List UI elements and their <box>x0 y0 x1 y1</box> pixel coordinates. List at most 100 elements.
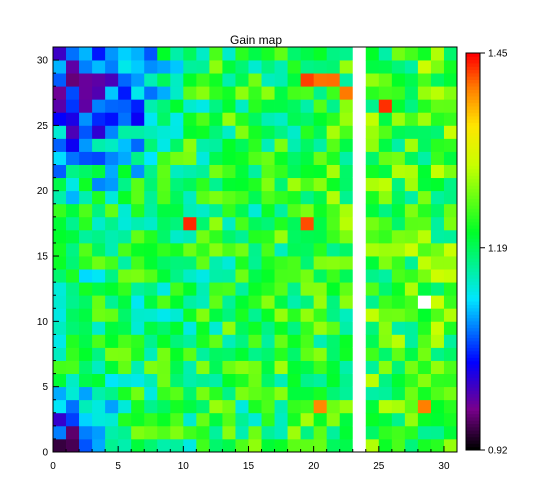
heatmap-cell <box>365 190 380 205</box>
heatmap-cell <box>326 282 341 296</box>
heatmap-cell <box>417 295 432 309</box>
heatmap-cell <box>118 334 132 348</box>
heatmap-cell <box>313 190 328 205</box>
heatmap-cell <box>196 203 210 218</box>
heatmap-cell <box>144 347 158 361</box>
heatmap-cell <box>66 295 80 309</box>
heatmap-cell <box>313 229 328 244</box>
heatmap-cell <box>92 86 106 100</box>
heatmap-cell <box>404 399 419 414</box>
heatmap-cell <box>183 151 197 165</box>
heatmap-cell <box>430 321 445 335</box>
heatmap-cell <box>378 190 393 205</box>
heatmap-cell <box>313 321 328 335</box>
heatmap-cell <box>170 399 184 414</box>
heatmap-cell <box>209 347 223 361</box>
heatmap-cell <box>222 282 236 296</box>
heatmap-cell <box>326 399 341 414</box>
colorbar-segment <box>466 145 480 150</box>
heatmap-cell <box>79 360 93 375</box>
heatmap-cell <box>222 151 236 165</box>
heatmap-cell <box>261 412 275 427</box>
heatmap-cell <box>157 203 171 218</box>
heatmap-cell <box>105 112 119 126</box>
heatmap-cell <box>79 256 93 270</box>
heatmap-cell <box>443 399 458 414</box>
heatmap-cell <box>131 399 145 414</box>
heatmap-cell <box>105 386 119 401</box>
heatmap-cell <box>287 256 302 270</box>
heatmap-cell <box>79 73 93 87</box>
heatmap-cell <box>443 425 458 440</box>
heatmap-cell <box>92 242 106 257</box>
colorbar-segment <box>466 198 480 203</box>
colorbar-segment <box>466 274 480 279</box>
heatmap-cell <box>170 425 184 440</box>
heatmap-cell <box>248 269 262 283</box>
heatmap-cell <box>430 99 445 113</box>
heatmap-cell <box>144 190 158 205</box>
heatmap-cell <box>378 438 393 453</box>
heatmap-cell <box>300 73 315 87</box>
heatmap-cell <box>92 229 106 244</box>
heatmap-cell <box>248 425 262 440</box>
colorbar-segment <box>466 400 480 405</box>
heatmap-cell <box>274 399 288 414</box>
heatmap-cell <box>235 177 249 192</box>
heatmap-cell <box>313 308 328 322</box>
heatmap-cell <box>235 347 249 361</box>
heatmap-cell <box>183 73 197 87</box>
heatmap-cell <box>66 151 80 165</box>
colorbar-segment <box>466 79 480 84</box>
heatmap-cell <box>391 282 406 296</box>
heatmap-cell <box>222 308 236 322</box>
heatmap-cell <box>339 334 354 348</box>
heatmap-cell <box>313 86 328 100</box>
y-tick-label: 30 <box>37 56 49 67</box>
heatmap-cell <box>53 125 67 139</box>
heatmap-cell <box>248 438 262 453</box>
heatmap-cell <box>131 177 145 192</box>
heatmap-cell <box>391 399 406 414</box>
heatmap-cell <box>274 151 288 165</box>
heatmap-cell <box>430 216 445 231</box>
heatmap-cell <box>196 308 210 322</box>
heatmap-cell <box>170 203 184 218</box>
heatmap-cell <box>222 242 236 257</box>
colorbar-segment <box>466 344 480 348</box>
heatmap-cell <box>261 347 275 361</box>
colorbar-segment <box>466 271 480 276</box>
heatmap-cell <box>209 151 223 165</box>
heatmap-cell <box>365 269 380 283</box>
heatmap-cell <box>430 164 445 179</box>
heatmap-cell <box>313 334 328 348</box>
colorbar-segment <box>466 238 480 243</box>
heatmap-cell <box>352 321 367 335</box>
heatmap-cell <box>131 99 145 113</box>
colorbar-segment <box>466 420 480 425</box>
heatmap-cell <box>248 125 262 139</box>
heatmap-cell <box>235 438 249 453</box>
heatmap-cell <box>261 203 275 218</box>
heatmap-cell <box>196 282 210 296</box>
heatmap-cell <box>209 360 223 375</box>
heatmap-cell <box>157 282 171 296</box>
heatmap-cell <box>404 321 419 335</box>
heatmap-cell <box>300 60 315 74</box>
heatmap-cell <box>417 438 432 453</box>
heatmap-cell <box>53 321 67 335</box>
heatmap-cell <box>66 60 80 74</box>
heatmap-cell <box>183 256 197 270</box>
colorbar-segment <box>466 373 480 378</box>
colorbar-segment <box>466 334 480 339</box>
heatmap-cell <box>352 242 367 257</box>
heatmap-cell <box>274 190 288 205</box>
heatmap-cell <box>352 203 367 218</box>
heatmap-cell <box>131 295 145 309</box>
heatmap-cell <box>92 425 106 440</box>
heatmap-cell <box>248 282 262 296</box>
heatmap-cell <box>261 321 275 335</box>
heatmap-cell <box>183 269 197 283</box>
heatmap-cell <box>66 112 80 126</box>
heatmap-cell <box>53 86 67 100</box>
